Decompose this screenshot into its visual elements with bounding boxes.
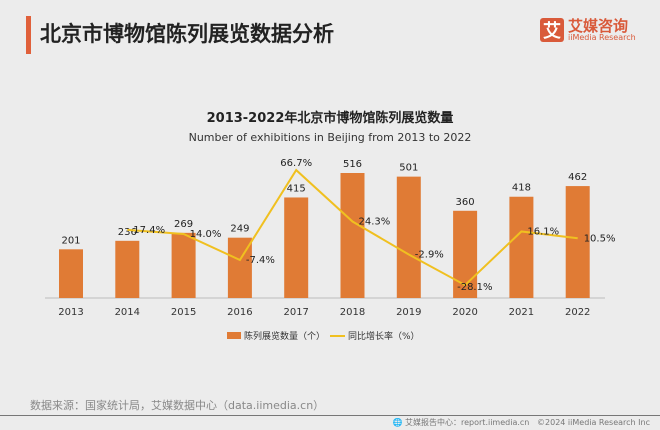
bar-label: 360 bbox=[456, 197, 475, 208]
bar bbox=[59, 249, 83, 298]
line-label: -2.9% bbox=[415, 250, 444, 261]
bar bbox=[340, 173, 365, 298]
chart-title: 2013-2022年北京市博物馆陈列展览数量 bbox=[207, 110, 454, 126]
line-label: -7.4% bbox=[246, 255, 275, 266]
data-source: 数据来源：国家统计局，艾媒数据中心（data.iimedia.cn） bbox=[30, 399, 325, 412]
report-link[interactable]: 艾媒报告中心：report.iimedia.cn bbox=[405, 418, 530, 427]
x-tick-label: 2017 bbox=[283, 307, 308, 318]
line-label: 14.0% bbox=[190, 229, 222, 240]
bar bbox=[396, 176, 421, 298]
x-tick-label: 2016 bbox=[227, 307, 252, 318]
legend-bar-swatch bbox=[227, 332, 241, 339]
line-label: 24.3% bbox=[359, 217, 391, 228]
logo-en: iiMedia Research bbox=[568, 32, 636, 42]
legend-bar-label: 陈列展览数量（个） bbox=[244, 330, 325, 342]
bar-label: 418 bbox=[512, 183, 531, 194]
line-label: 66.7% bbox=[280, 158, 312, 169]
chart-subtitle: Number of exhibitions in Beijing from 20… bbox=[189, 131, 472, 144]
bar bbox=[509, 196, 534, 298]
bar bbox=[115, 240, 140, 298]
line-label: 10.5% bbox=[584, 233, 616, 244]
globe-icon: 🌐 bbox=[392, 418, 403, 427]
logo-cn: 艾媒咨询 bbox=[568, 16, 629, 35]
bar bbox=[453, 210, 478, 298]
bar-label: 415 bbox=[287, 183, 306, 194]
x-tick-label: 2015 bbox=[171, 307, 196, 318]
x-tick-label: 2021 bbox=[509, 307, 534, 318]
divider bbox=[0, 415, 660, 416]
line-label: -28.1% bbox=[457, 282, 492, 293]
bar-label: 249 bbox=[230, 224, 249, 235]
x-tick-label: 2020 bbox=[452, 307, 477, 318]
logo: 艾 艾媒咨询 iiMedia Research bbox=[540, 18, 636, 42]
line-label: 17.4% bbox=[133, 225, 165, 236]
growth-line bbox=[127, 168, 578, 287]
copyright: ©2024 iiMedia Research Inc bbox=[537, 418, 650, 427]
page-title: 北京市博物馆陈列展览数据分析 bbox=[40, 22, 334, 46]
bar-label: 501 bbox=[399, 163, 418, 174]
title-accent bbox=[26, 16, 31, 54]
line-label: 16.1% bbox=[527, 226, 559, 237]
x-tick-label: 2014 bbox=[115, 307, 140, 318]
x-tick-label: 2022 bbox=[565, 307, 590, 318]
logo-mark: 艾 bbox=[540, 18, 564, 42]
x-tick-label: 2018 bbox=[340, 307, 365, 318]
bar-label: 516 bbox=[343, 159, 362, 170]
bar bbox=[171, 232, 196, 298]
chart: 2013-2022年北京市博物馆陈列展览数量 Number of exhibiti… bbox=[45, 110, 616, 342]
bar-label: 201 bbox=[61, 235, 80, 246]
bar bbox=[284, 197, 309, 298]
bar-label: 236 bbox=[118, 227, 137, 238]
bar-label: 269 bbox=[174, 219, 193, 230]
bar bbox=[565, 186, 590, 298]
legend-line-label: 同比增长率（%） bbox=[348, 330, 420, 342]
footer-credits: 🌐 艾媒报告中心：report.iimedia.cn ©2024 iiMedia… bbox=[393, 417, 651, 428]
x-tick-label: 2019 bbox=[396, 307, 421, 318]
x-tick-label: 2013 bbox=[58, 307, 83, 318]
bar-label: 462 bbox=[568, 172, 587, 183]
